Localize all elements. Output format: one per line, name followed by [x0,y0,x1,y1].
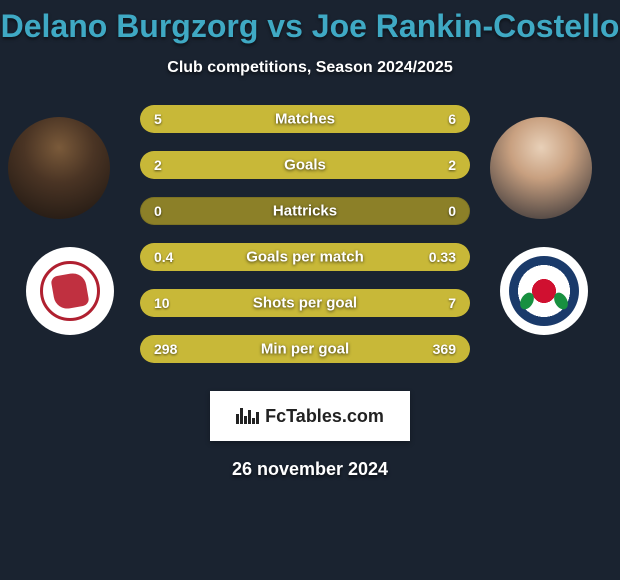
bar-fill-left [140,105,289,133]
middlesbrough-crest-icon [40,261,100,321]
comparison-stage: 5 6 Matches 2 2 Goals 0 0 Hattricks 0.4 0.33 Goals … [0,105,620,385]
stat-row: 0.4 0.33 Goals per match [140,243,470,271]
stat-value-right: 6 [448,111,456,127]
stat-value-right: 2 [448,157,456,173]
stat-row: 5 6 Matches [140,105,470,133]
stat-value-left: 2 [154,157,162,173]
stat-value-right: 0 [448,203,456,219]
stat-value-left: 10 [154,295,170,311]
fctables-logo: FcTables.com [210,391,410,441]
brand-text: FcTables.com [265,406,384,427]
stat-row: 298 369 Min per goal [140,335,470,363]
stat-label: Goals [284,157,326,174]
stat-value-left: 298 [154,341,177,357]
stat-row: 10 7 Shots per goal [140,289,470,317]
bar-fill-right [305,151,470,179]
stat-label: Goals per match [246,249,364,266]
chart-icon [236,408,259,424]
stat-value-left: 5 [154,111,162,127]
comparison-title: Delano Burgzorg vs Joe Rankin-Costello [0,0,620,45]
stat-value-right: 369 [433,341,456,357]
player-right-avatar [490,117,592,219]
bar-fill-left [140,151,305,179]
club-left-crest [26,247,114,335]
stat-label: Min per goal [261,341,349,358]
comparison-date: 26 november 2024 [0,459,620,480]
stat-label: Shots per goal [253,295,357,312]
stat-row: 0 0 Hattricks [140,197,470,225]
stat-value-right: 7 [448,295,456,311]
club-right-crest [500,247,588,335]
stat-value-left: 0.4 [154,249,173,265]
blackburn-crest-icon [509,256,579,326]
stat-label: Matches [275,111,335,128]
stat-value-left: 0 [154,203,162,219]
comparison-subtitle: Club competitions, Season 2024/2025 [0,59,620,77]
stat-row: 2 2 Goals [140,151,470,179]
stat-label: Hattricks [273,203,337,220]
player-left-avatar [8,117,110,219]
stat-bars: 5 6 Matches 2 2 Goals 0 0 Hattricks 0.4 0.33 Goals … [140,105,470,381]
stat-value-right: 0.33 [429,249,456,265]
